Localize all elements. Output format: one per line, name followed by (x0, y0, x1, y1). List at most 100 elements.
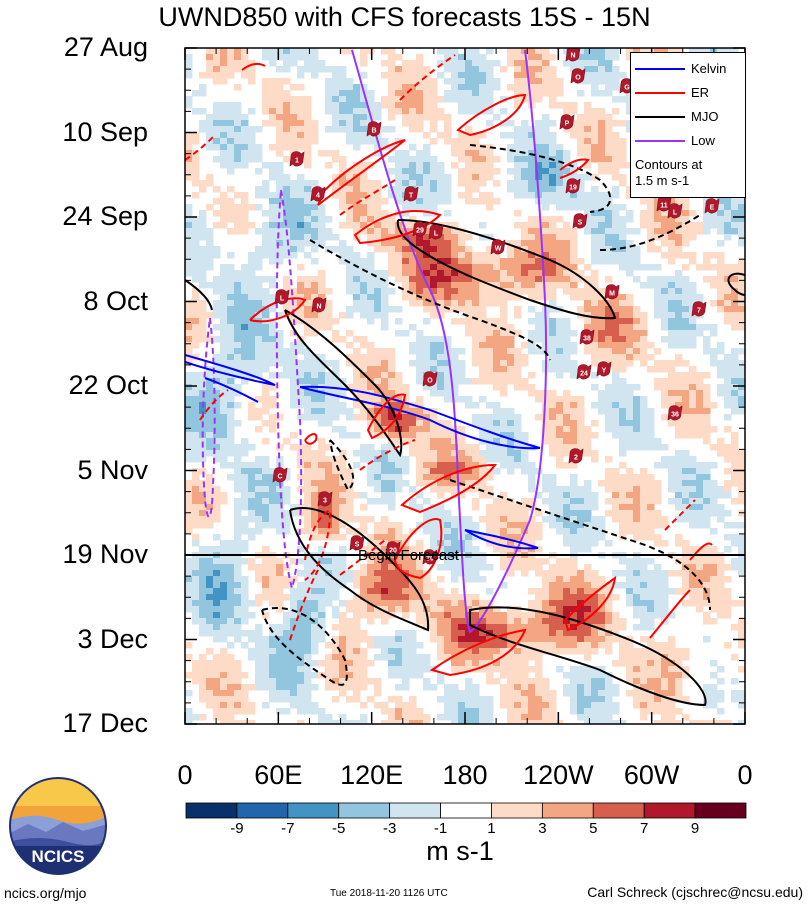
field-cell (570, 192, 578, 199)
field-cell (339, 108, 347, 115)
field-cell (724, 222, 732, 229)
field-cell (689, 594, 697, 601)
field-cell (388, 426, 396, 433)
field-cell (465, 576, 473, 583)
field-cell (626, 318, 634, 325)
field-cell (339, 192, 347, 199)
field-cell (269, 372, 277, 379)
field-cell (332, 528, 340, 535)
field-cell (542, 480, 550, 487)
field-cell (227, 402, 235, 409)
field-cell (465, 444, 473, 451)
field-cell (290, 138, 298, 145)
field-cell (731, 462, 739, 469)
field-cell (304, 390, 312, 397)
field-cell (458, 192, 466, 199)
field-cell (500, 282, 508, 289)
field-cell (423, 132, 431, 139)
field-cell (570, 438, 578, 445)
field-cell (199, 210, 207, 217)
field-cell (654, 348, 662, 355)
field-cell (640, 216, 648, 223)
field-cell (591, 228, 599, 235)
field-cell (409, 156, 417, 163)
field-cell (549, 252, 557, 259)
field-cell (325, 528, 333, 535)
field-cell (626, 414, 634, 421)
field-cell (668, 420, 676, 427)
field-cell (591, 402, 599, 409)
field-cell (486, 96, 494, 103)
field-cell (472, 264, 480, 271)
field-cell (563, 204, 571, 211)
field-cell (430, 162, 438, 169)
field-cell (227, 216, 235, 223)
field-cell (206, 384, 214, 391)
field-cell (234, 372, 242, 379)
field-cell (381, 432, 389, 439)
field-cell (220, 342, 228, 349)
field-cell (346, 414, 354, 421)
field-cell (542, 204, 550, 211)
field-cell (640, 336, 648, 343)
field-cell (388, 390, 396, 397)
field-cell (703, 396, 711, 403)
field-cell (577, 204, 585, 211)
field-cell (339, 48, 347, 55)
field-cell (703, 348, 711, 355)
field-cell (465, 78, 473, 85)
field-cell (374, 246, 382, 253)
field-cell (192, 324, 200, 331)
field-cell (220, 594, 228, 601)
field-cell (514, 330, 522, 337)
field-cell (199, 222, 207, 229)
field-cell (479, 534, 487, 541)
field-cell (332, 402, 340, 409)
field-cell (682, 234, 690, 241)
field-cell (507, 510, 515, 517)
field-cell (563, 498, 571, 505)
field-cell (367, 210, 375, 217)
field-cell (591, 360, 599, 367)
field-cell (549, 288, 557, 295)
field-cell (591, 336, 599, 343)
field-cell (283, 576, 291, 583)
field-cell (199, 186, 207, 193)
field-cell (444, 258, 452, 265)
field-cell (416, 420, 424, 427)
field-cell (598, 588, 606, 595)
field-cell (577, 186, 585, 193)
field-cell (311, 216, 319, 223)
field-cell (206, 570, 214, 577)
field-cell (668, 396, 676, 403)
field-cell (598, 48, 606, 55)
field-cell (283, 492, 291, 499)
field-cell (591, 342, 599, 349)
field-cell (472, 360, 480, 367)
field-cell (311, 318, 319, 325)
field-cell (612, 96, 620, 103)
field-cell (598, 210, 606, 217)
field-cell (213, 108, 221, 115)
field-cell (451, 78, 459, 85)
field-cell (353, 102, 361, 109)
field-cell (479, 324, 487, 331)
field-cell (500, 504, 508, 511)
field-cell (465, 180, 473, 187)
field-cell (661, 402, 669, 409)
field-cell (486, 336, 494, 343)
field-cell (374, 306, 382, 313)
field-cell (304, 108, 312, 115)
field-cell (416, 408, 424, 415)
field-cell (521, 438, 529, 445)
field-cell (248, 138, 256, 145)
field-cell (633, 564, 641, 571)
field-cell (703, 564, 711, 571)
field-cell (325, 246, 333, 253)
field-cell (255, 306, 263, 313)
field-cell (500, 306, 508, 313)
field-cell (647, 204, 655, 211)
field-cell (381, 306, 389, 313)
field-cell (465, 96, 473, 103)
field-cell (605, 354, 613, 361)
